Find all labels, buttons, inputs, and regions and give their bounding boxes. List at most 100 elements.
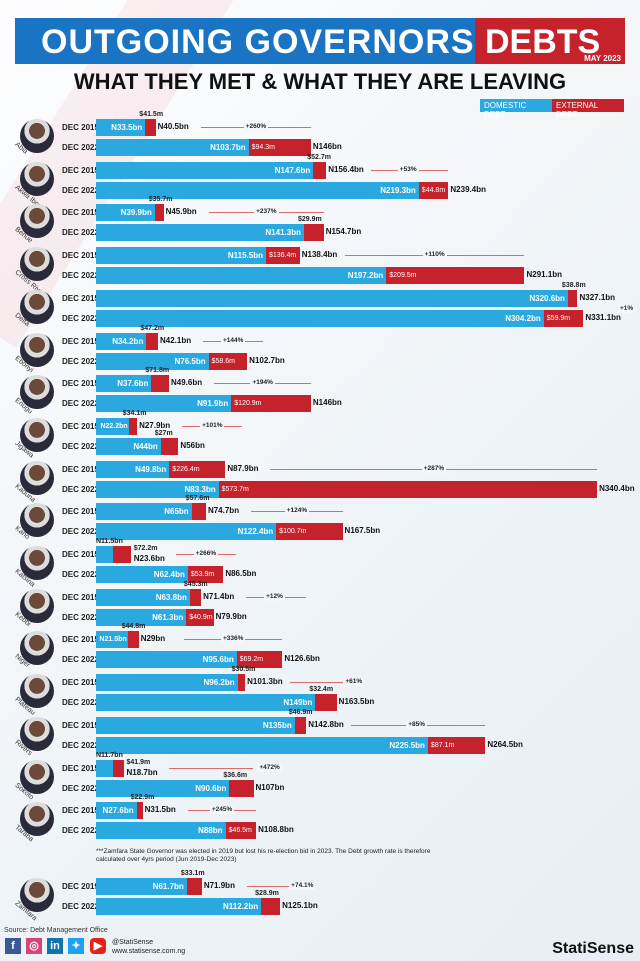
growth-label: +85% — [406, 720, 428, 729]
governor-photo — [20, 289, 54, 324]
domestic-bar: N76.5bn — [96, 352, 209, 370]
domestic-label: N11.5bn — [96, 538, 123, 545]
total-label: N79.9bn — [215, 611, 247, 621]
zamfara-note: ***Zamfara State Governor was elected in… — [96, 848, 431, 863]
youtube-icon[interactable]: ▶ — [90, 938, 106, 954]
total-label: N146bn — [312, 398, 342, 408]
governor-photo — [20, 417, 54, 452]
external-bar: $226.4m — [169, 460, 226, 478]
external-bar — [128, 417, 138, 435]
total-label: N327.1bn — [579, 292, 616, 302]
domestic-bar: N112.2bn — [96, 898, 262, 915]
total-label: N18.7bn — [126, 767, 158, 777]
year-label: DEC 2015 — [62, 336, 99, 346]
title-highlight-box: DEBTS MAY 2023 — [475, 18, 625, 64]
external-label: $29.9m — [297, 216, 322, 224]
year-label: DEC 2015 — [62, 208, 99, 218]
year-label: DEC 2015 — [62, 720, 99, 730]
year-label: DEC 2022 — [62, 484, 99, 494]
year-label: DEC 2015 — [62, 550, 99, 559]
total-label: N108.8bn — [258, 825, 294, 835]
domestic-bar: N21.5bn — [96, 631, 128, 649]
year-label: DEC 2015 — [62, 592, 99, 602]
growth-label: +260% — [243, 123, 269, 131]
domestic-bar: N135bn — [96, 716, 295, 734]
domestic-bar: N22.2bn — [96, 417, 129, 435]
year-label: DEC 2022 — [62, 185, 99, 195]
governor-photo — [20, 332, 54, 367]
growth-label: +12% — [264, 592, 285, 601]
external-bar — [567, 289, 578, 307]
governor-photo — [20, 759, 54, 794]
facebook-icon[interactable]: f — [5, 938, 21, 954]
domestic-bar: N320.6bn — [96, 289, 568, 307]
total-label: N154.7bn — [325, 227, 362, 237]
domestic-label: N11.7bn — [96, 751, 123, 759]
year-label: DEC 2022 — [62, 527, 99, 537]
domestic-bar: N44bn — [96, 437, 161, 455]
external-bar — [154, 204, 164, 222]
governor-photo — [20, 631, 54, 666]
linkedin-icon[interactable]: in — [47, 938, 63, 954]
external-label: $45.3m — [183, 580, 208, 588]
source: Source: Debt Management Office — [4, 927, 108, 934]
external-label: $36.6m — [223, 771, 248, 779]
growth-label: +144% — [220, 336, 246, 345]
external-bar — [127, 631, 139, 649]
external-label: $52.7m — [307, 153, 332, 161]
date-label: MAY 2023 — [584, 54, 621, 63]
domestic-bar: N219.3bn — [96, 181, 419, 199]
external-bar: $58.6m — [208, 352, 248, 370]
domestic-bar: N65bn — [96, 503, 192, 521]
year-label: DEC 2022 — [62, 783, 99, 793]
external-bar: $100.7m — [276, 523, 343, 541]
title-banner: OUTGOING GOVERNORS' — [15, 18, 483, 64]
external-label: $32.4m — [309, 686, 334, 694]
growth-line — [168, 767, 254, 769]
external-label: $38.8m — [561, 281, 586, 289]
growth-label: +245% — [209, 806, 235, 815]
external-label: $44.8m — [121, 623, 146, 631]
external-label: $34.1m — [122, 409, 147, 417]
legend-domestic: DOMESTIC DEBT — [480, 99, 552, 119]
external-bar — [229, 779, 254, 797]
external-bar — [315, 694, 337, 712]
total-label: N27.9bn — [139, 420, 171, 430]
domestic-bar — [96, 546, 113, 563]
domestic-bar — [96, 759, 114, 777]
domestic-bar: N197.2bn — [96, 267, 387, 285]
governor-photo — [20, 716, 54, 751]
external-bar — [237, 674, 246, 692]
external-bar: $94.3m — [248, 139, 311, 156]
domestic-bar: N49.8bn — [96, 460, 170, 478]
growth-label: +110% — [422, 251, 447, 260]
external-bar: $69.2m — [236, 651, 283, 669]
twitter-icon[interactable]: ✦ — [68, 938, 84, 954]
total-label: N23.6bn — [133, 554, 165, 563]
governor-photo — [20, 247, 54, 282]
external-bar — [303, 224, 324, 242]
external-label: $71.8m — [145, 367, 170, 375]
growth-label: +1% — [618, 304, 636, 313]
domestic-bar: N63.8bn — [96, 588, 190, 606]
title-highlight: DEBTS — [485, 23, 601, 61]
year-label: DEC 2022 — [62, 313, 99, 323]
total-label: N40.5bn — [157, 122, 189, 131]
domestic-bar: N83.3bn — [96, 480, 219, 498]
total-label: N31.5bn — [144, 805, 176, 815]
growth-label: +124% — [284, 507, 310, 516]
year-label: DEC 2015 — [62, 123, 99, 132]
external-label: $46.9m — [288, 708, 313, 716]
external-label: $33.1m — [180, 870, 205, 877]
external-bar — [160, 437, 179, 455]
total-label: N146bn — [312, 142, 342, 151]
total-label: N102.7bn — [249, 355, 285, 365]
total-label: N74.7bn — [207, 506, 240, 516]
year-label: DEC 2022 — [62, 399, 99, 409]
growth-label: +61% — [343, 678, 365, 687]
domestic-bar: N147.6bn — [96, 161, 314, 179]
instagram-icon[interactable]: ◎ — [26, 938, 42, 954]
title: OUTGOING GOVERNORS' — [41, 23, 484, 61]
website-link[interactable]: www.statisense.com.ng — [112, 948, 186, 955]
